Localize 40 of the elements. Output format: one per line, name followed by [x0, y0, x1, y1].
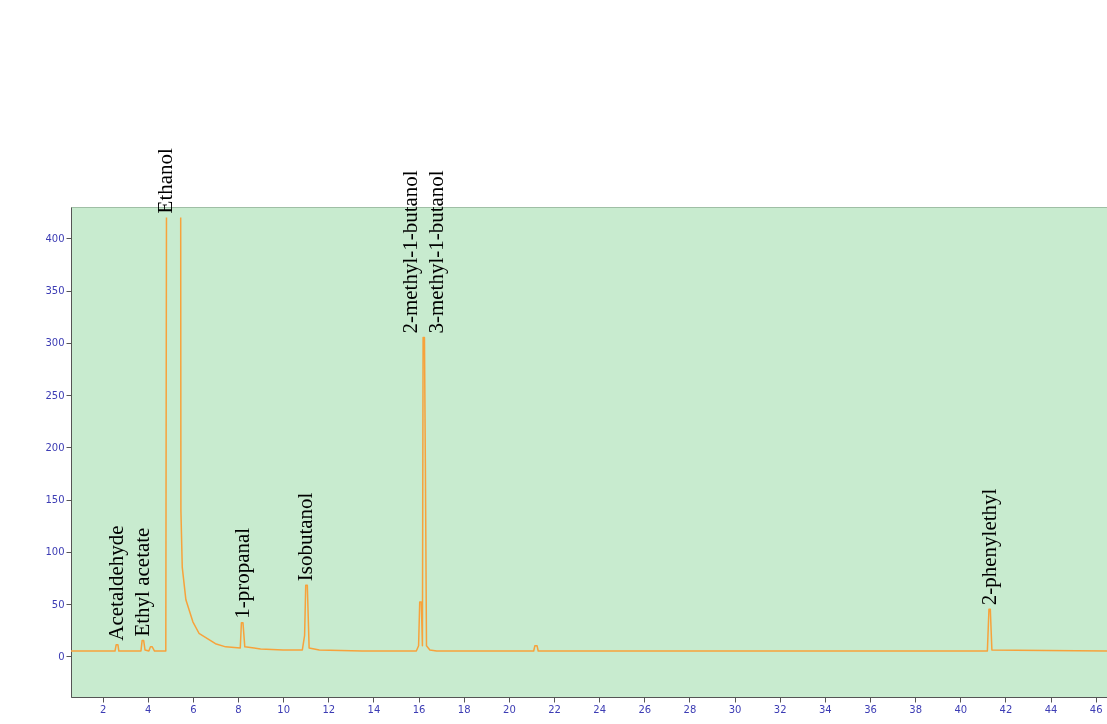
x-tick-label: 24	[593, 703, 607, 715]
annotation: 3-methyl-1-butanol	[424, 170, 449, 334]
x-tick-label: 28	[683, 703, 697, 715]
y-tick-label: 350	[45, 285, 65, 297]
y-tick-label: 50	[51, 598, 65, 610]
y-tick-label: 250	[45, 389, 65, 401]
annotation: 2-methyl-1-butanol	[398, 170, 423, 334]
x-tick-label: 26	[638, 703, 652, 715]
y-tick-label: 0	[58, 650, 65, 662]
x-tick-label: 34	[819, 703, 832, 715]
annotation: Isobutanol	[292, 492, 317, 582]
x-tick-label: 22	[548, 703, 561, 715]
x-tick-label: 4	[145, 703, 152, 715]
y-tick-label: 400	[45, 232, 65, 244]
y-tick-label: 100	[45, 546, 65, 558]
x-tick-label: 42	[999, 703, 1013, 715]
x-tick-label: 2	[99, 703, 107, 715]
x-tick-label: 10	[277, 703, 291, 715]
annotation: 1-propanal	[229, 527, 254, 619]
annotation: Ethanol	[153, 147, 178, 214]
y-tick-label: 200	[45, 441, 65, 453]
x-tick-label: 16	[412, 703, 426, 715]
x-tick-label: 20	[503, 703, 516, 715]
x-tick-label: 44	[1044, 703, 1058, 715]
x-tick-label: 6	[190, 703, 197, 715]
y-tick-label: 150	[45, 494, 65, 506]
x-tick-label: 18	[457, 703, 471, 715]
x-tick-label: 8	[235, 703, 242, 715]
annotation: 2-phenylethyl	[976, 488, 1001, 606]
x-tick-label: 32	[773, 703, 787, 715]
x-tick-label: 38	[909, 703, 923, 715]
x-tick-label: 46	[1089, 703, 1103, 715]
y-tick-label: 300	[45, 337, 65, 349]
x-tick-label: 36	[864, 703, 877, 715]
annotation: Ethyl acetate	[130, 527, 155, 637]
x-tick-label: 14	[367, 703, 381, 715]
x-tick-label: 12	[322, 703, 336, 715]
annotation: Acetaldehyde	[104, 525, 129, 641]
x-tick-label: 30	[728, 703, 742, 715]
x-tick-label: 40	[954, 703, 968, 715]
